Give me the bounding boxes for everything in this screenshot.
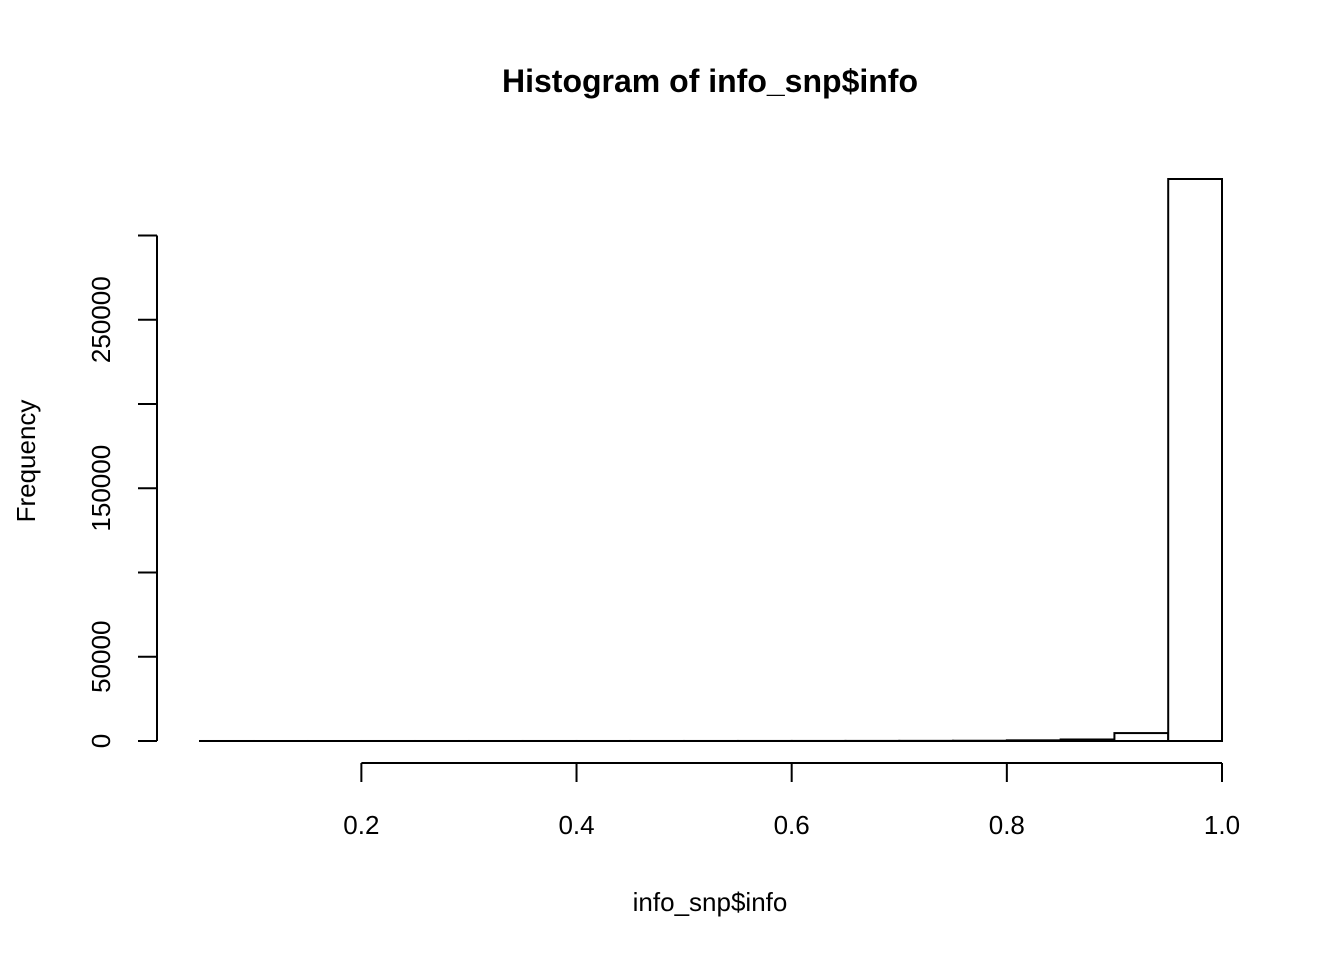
x-tick-label: 1.0 (1204, 810, 1240, 840)
histogram-bar (1113, 732, 1170, 743)
x-axis: 0.2 0.4 0.6 0.8 1.0 (343, 762, 1240, 840)
bars-group (199, 178, 1224, 743)
x-tick-label: 0.6 (774, 810, 810, 840)
y-axis-label: Frequency (11, 400, 41, 523)
y-tick-label: 150000 (86, 445, 116, 532)
x-tick-label: 0.8 (989, 810, 1025, 840)
y-tick-label: 50000 (86, 621, 116, 693)
chart-title: Histogram of info_snp$info (502, 63, 918, 99)
y-tick-label: 250000 (86, 276, 116, 363)
x-axis-label: info_snp$info (633, 887, 788, 917)
x-tick-label: 0.4 (558, 810, 594, 840)
x-tick-label: 0.2 (343, 810, 379, 840)
y-axis: 0 50000 150000 250000 (86, 234, 158, 748)
histogram-bar (1167, 178, 1224, 742)
y-tick-label: 0 (86, 734, 116, 748)
